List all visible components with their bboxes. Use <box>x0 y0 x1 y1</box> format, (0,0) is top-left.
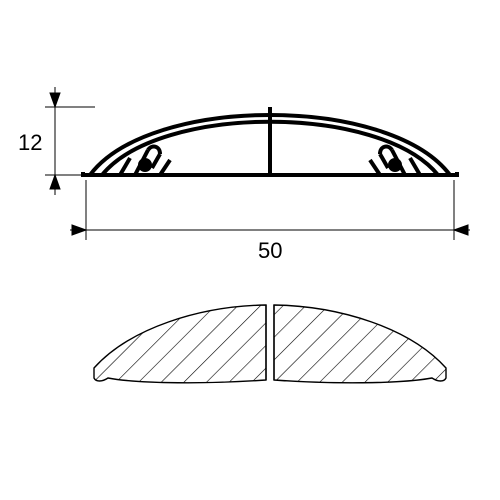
dimension-height-label: 12 <box>18 130 42 155</box>
dimension-width <box>70 180 470 240</box>
dimension-width-label: 50 <box>258 238 282 263</box>
profile-cross-section <box>83 107 457 175</box>
right-clip <box>370 147 420 175</box>
hatched-cover-section <box>94 303 446 383</box>
dimension-height <box>45 87 95 195</box>
technical-drawing: 12 50 <box>0 0 500 500</box>
left-clip <box>120 147 170 175</box>
